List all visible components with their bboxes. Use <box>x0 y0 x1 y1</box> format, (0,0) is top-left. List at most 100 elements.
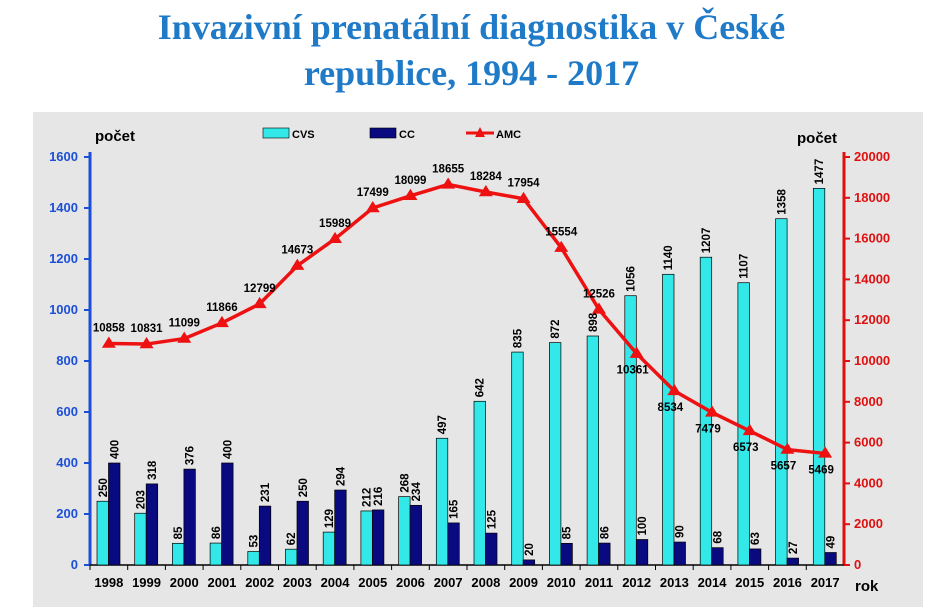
cc-bar-label: 20 <box>524 543 536 556</box>
x-axis-tick-label: 2003 <box>283 575 312 590</box>
amc-point-label: 18284 <box>470 171 503 183</box>
cc-bar <box>598 542 611 566</box>
left-axis-tick-label: 0 <box>71 557 78 572</box>
left-axis-tick-label: 1000 <box>49 302 78 317</box>
cc-bar-label: 216 <box>373 487 385 506</box>
cvs-bar <box>134 512 147 566</box>
x-axis-tick-label: 2009 <box>509 575 538 590</box>
left-axis-title: počet <box>95 128 135 145</box>
cvs-bar <box>209 542 222 566</box>
amc-point-label: 5469 <box>808 464 834 476</box>
cc-bar-label: 165 <box>449 499 461 519</box>
amc-point <box>290 258 305 270</box>
right-axis-tick-label: 14000 <box>854 271 890 286</box>
x-axis-tick-label: 2004 <box>321 575 351 590</box>
cc-bar <box>145 483 159 566</box>
cvs-bar-label: 53 <box>249 535 261 548</box>
amc-point <box>214 315 229 328</box>
cvs-bar-label: 1207 <box>701 228 713 254</box>
cvs-bar <box>662 273 675 566</box>
cvs-bar-label: 268 <box>399 473 411 493</box>
amc-point <box>441 177 456 189</box>
amc-point <box>554 240 569 252</box>
cc-bar <box>409 504 422 566</box>
amc-point <box>139 337 154 349</box>
cvs-bar <box>624 295 637 566</box>
cvs-bar <box>435 437 449 566</box>
x-axis-tick-label: 2010 <box>547 575 576 590</box>
cc-bar <box>334 489 347 566</box>
right-axis-tick-label: 18000 <box>854 190 890 205</box>
cvs-bar <box>473 400 486 566</box>
cvs-bar-label: 86 <box>211 526 223 539</box>
x-axis-title: rok <box>855 578 879 595</box>
right-axis-tick-label: 16000 <box>854 231 890 246</box>
chart-title-line-1: Invazivní prenatální diagnostika v České <box>157 7 786 47</box>
right-axis-tick-label: 8000 <box>854 394 883 409</box>
cvs-bar <box>511 351 524 566</box>
cc-bar <box>522 559 536 566</box>
x-axis-tick-label: 1998 <box>94 575 123 590</box>
legend-cc-swatch <box>369 127 397 139</box>
amc-point-label: 12526 <box>583 288 615 300</box>
right-axis-tick-label: 0 <box>854 557 861 572</box>
cvs-bar-label: 85 <box>173 526 185 539</box>
right-axis-title: počet <box>797 130 837 147</box>
amc-point-label: 18099 <box>394 175 426 187</box>
cc-bar <box>824 552 837 566</box>
x-axis-tick-label: 2014 <box>698 575 728 590</box>
amc-point <box>780 442 795 454</box>
x-axis-tick-label: 2005 <box>358 575 387 590</box>
cc-bar <box>108 462 121 566</box>
cvs-bar-label: 1358 <box>776 189 788 215</box>
cvs-bar-label: 250 <box>98 478 110 497</box>
cc-bar-label: 86 <box>599 526 611 539</box>
cc-bar <box>372 509 385 566</box>
amc-point-label: 18655 <box>432 163 465 175</box>
right-axis-tick-label: 4000 <box>854 475 883 490</box>
cvs-bar <box>360 510 373 566</box>
cvs-bar <box>737 282 750 566</box>
x-axis-tick-label: 2016 <box>773 575 802 590</box>
cvs-bar <box>172 542 185 566</box>
cc-bar <box>258 505 272 566</box>
cvs-bar <box>285 548 298 566</box>
x-axis-tick-label: 2006 <box>396 575 425 590</box>
bars <box>96 188 837 566</box>
left-axis-tick-label: 1200 <box>49 251 78 266</box>
cvs-bar-label: 212 <box>362 488 374 507</box>
right-axis-tick-label: 6000 <box>854 435 883 450</box>
cvs-bar-label: 835 <box>512 328 524 348</box>
amc-point <box>365 201 380 213</box>
x-axis-tick-label: 2012 <box>622 575 651 590</box>
x-axis-tick-label: 2007 <box>434 575 463 590</box>
cc-bar <box>485 532 498 566</box>
amc-point <box>403 188 418 200</box>
legend-cvs-label: CVS <box>292 129 315 141</box>
cc-bar <box>635 539 649 566</box>
amc-point <box>516 191 531 203</box>
x-axis-tick-label: 2017 <box>811 575 840 590</box>
cc-bar-label: 63 <box>750 532 762 545</box>
legend-cvs-swatch <box>262 127 290 139</box>
x-axis-tick-label: 2002 <box>245 575 274 590</box>
left-axis-tick-label: 200 <box>56 506 78 521</box>
cc-bar <box>749 548 762 566</box>
cvs-bar <box>586 335 599 566</box>
right-axis-tick-label: 12000 <box>854 312 890 327</box>
x-axis-tick-label: 2015 <box>735 575 764 590</box>
amc-point-label: 11866 <box>206 302 237 314</box>
chart-title: Invazivní prenatální diagnostika v České… <box>0 4 943 96</box>
left-axis-tick-label: 1600 <box>49 149 78 164</box>
x-axis-tick-label: 2001 <box>207 575 236 590</box>
cc-bar <box>221 462 234 566</box>
amc-point-label: 11099 <box>169 318 200 330</box>
cvs-bar-label: 1477 <box>814 159 826 185</box>
amc-point-label: 15989 <box>319 218 351 230</box>
cvs-bar-label: 1056 <box>626 266 638 292</box>
amc-point <box>177 331 192 343</box>
cvs-bar <box>398 496 411 566</box>
legend: CVS CC AMC <box>262 127 521 141</box>
cvs-bar-label: 203 <box>135 490 147 509</box>
